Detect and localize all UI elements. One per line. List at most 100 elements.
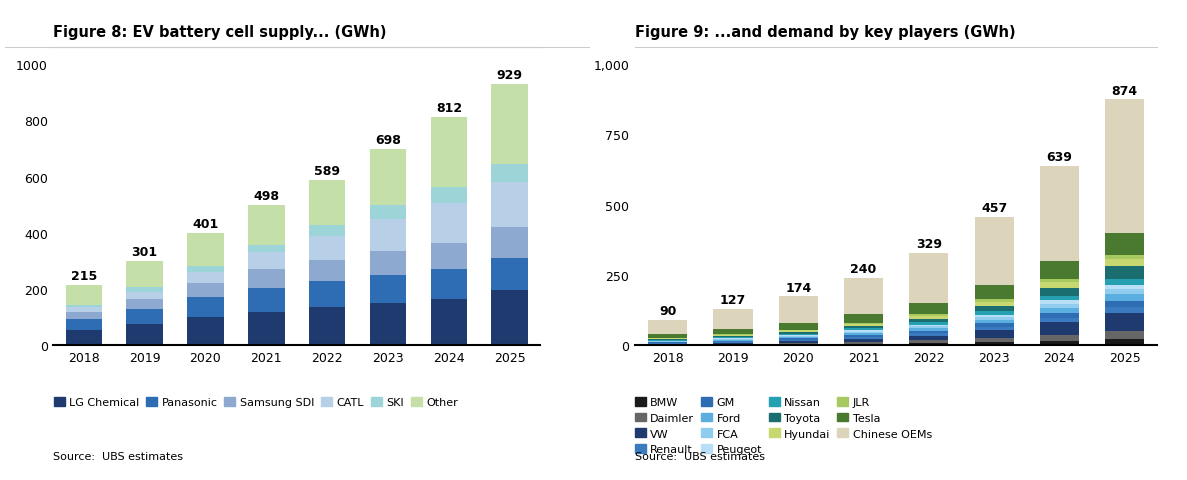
Bar — [844, 344, 883, 346]
Bar — [648, 335, 687, 338]
Text: 215: 215 — [71, 269, 97, 282]
Bar — [248, 206, 285, 245]
Bar — [713, 341, 753, 342]
Bar — [188, 298, 223, 318]
Bar — [309, 281, 345, 308]
Bar — [309, 260, 345, 281]
Bar — [975, 320, 1014, 324]
Bar — [844, 334, 883, 335]
Bar — [909, 331, 948, 334]
Bar — [1105, 259, 1144, 266]
Bar — [909, 253, 948, 304]
Bar — [713, 337, 753, 338]
Bar — [713, 310, 753, 329]
Text: 874: 874 — [1111, 84, 1138, 97]
Bar — [1040, 282, 1079, 288]
Bar — [431, 118, 466, 188]
Bar — [370, 252, 406, 276]
Bar — [975, 331, 1014, 338]
Bar — [975, 324, 1014, 327]
Bar — [713, 342, 753, 343]
Bar — [779, 336, 818, 337]
Bar — [713, 345, 753, 346]
Bar — [491, 228, 528, 259]
Bar — [1105, 301, 1144, 308]
Bar — [779, 334, 818, 335]
Bar — [1105, 339, 1144, 346]
Bar — [648, 341, 687, 342]
Bar — [309, 226, 345, 236]
Bar — [1105, 290, 1144, 295]
Bar — [844, 315, 883, 323]
Bar — [1040, 296, 1079, 300]
Bar — [975, 315, 1014, 318]
Bar — [491, 259, 528, 291]
Bar — [909, 343, 948, 346]
Bar — [975, 318, 1014, 320]
Text: 639: 639 — [1047, 150, 1072, 163]
Text: 240: 240 — [850, 263, 877, 276]
Bar — [909, 327, 948, 329]
Text: 698: 698 — [375, 134, 401, 147]
Bar — [1105, 255, 1144, 259]
Bar — [779, 333, 818, 334]
Bar — [975, 342, 1014, 346]
Bar — [844, 339, 883, 342]
Bar — [431, 188, 466, 204]
Bar — [779, 331, 818, 333]
Bar — [909, 304, 948, 314]
Bar — [65, 330, 102, 346]
Bar — [65, 308, 102, 312]
Bar — [909, 340, 948, 343]
Bar — [1040, 288, 1079, 296]
Bar — [909, 316, 948, 319]
Bar — [909, 334, 948, 336]
Bar — [65, 305, 102, 308]
Bar — [713, 339, 753, 340]
Bar — [779, 335, 818, 336]
Bar — [1105, 332, 1144, 339]
Bar — [65, 285, 102, 305]
Bar — [713, 344, 753, 345]
Bar — [1040, 341, 1079, 346]
Bar — [779, 330, 818, 331]
Bar — [779, 337, 818, 338]
Bar — [126, 288, 163, 292]
Bar — [975, 300, 1014, 302]
Bar — [126, 324, 163, 346]
Bar — [1040, 262, 1079, 279]
Bar — [1105, 234, 1144, 255]
Bar — [491, 165, 528, 183]
Bar — [648, 344, 687, 345]
Bar — [909, 329, 948, 331]
Bar — [126, 309, 163, 324]
Bar — [491, 85, 528, 165]
Bar — [1040, 166, 1079, 262]
Text: 401: 401 — [192, 217, 218, 230]
Bar — [126, 292, 163, 299]
Bar — [248, 245, 285, 253]
Bar — [844, 337, 883, 339]
Bar — [248, 253, 285, 270]
Bar — [1040, 279, 1079, 282]
Bar — [248, 270, 285, 288]
Text: 174: 174 — [785, 281, 812, 294]
Bar — [1105, 308, 1144, 313]
Bar — [713, 340, 753, 341]
Bar — [1105, 295, 1144, 301]
Bar — [648, 345, 687, 346]
Bar — [126, 299, 163, 309]
Text: Source:  UBS estimates: Source: UBS estimates — [635, 451, 766, 461]
Bar — [779, 297, 818, 324]
Bar — [370, 206, 406, 219]
Bar — [779, 324, 818, 330]
Bar — [779, 343, 818, 345]
Bar — [713, 343, 753, 344]
Text: Figure 9: ...and demand by key players (GWh): Figure 9: ...and demand by key players (… — [635, 25, 1016, 40]
Bar — [844, 342, 883, 344]
Bar — [1040, 313, 1079, 318]
Text: 589: 589 — [315, 165, 341, 178]
Bar — [309, 236, 345, 260]
Bar — [1105, 313, 1144, 332]
Text: Source:  UBS estimates: Source: UBS estimates — [53, 451, 184, 461]
